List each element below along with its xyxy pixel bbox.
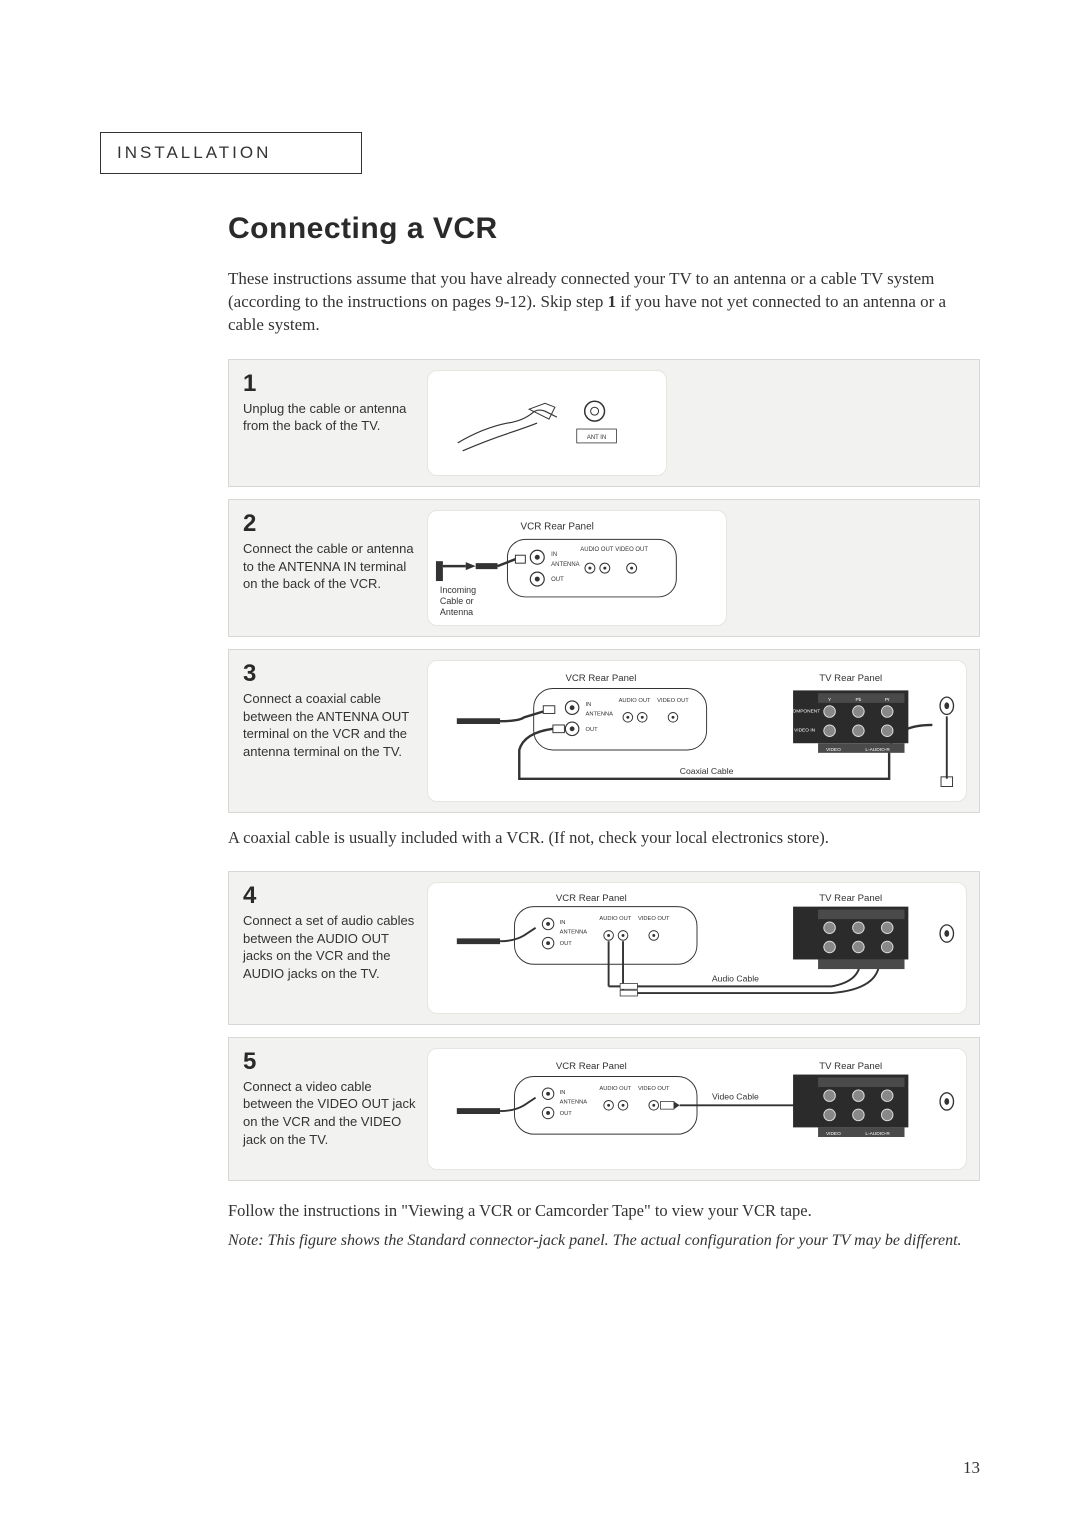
vcr-panel-label-4: VCR Rear Panel — [556, 893, 627, 904]
laudio-label: L-AUDIO-R — [865, 747, 890, 753]
video-out-4: VIDEO OUT — [638, 916, 670, 922]
step-2-box: 2 Connect the cable or antenna to the AN… — [228, 499, 980, 637]
step-1-num: 1 — [243, 370, 417, 398]
pb-label: Pb — [855, 697, 861, 703]
incoming-label-2: Cable or — [440, 596, 474, 606]
audio-out-4: AUDIO OUT — [599, 916, 631, 922]
video-out-3: VIDEO OUT — [657, 698, 689, 704]
step-4-diagram: VCR Rear Panel IN ANTENNA OUT AUDIO OUT … — [427, 882, 967, 1014]
tv-panel-label-4: TV Rear Panel — [819, 893, 882, 904]
step-3-body: Connect a coaxial cable between the ANTE… — [243, 690, 417, 760]
antenna-label-5: ANTENNA — [560, 1099, 588, 1105]
vcr-panel-label-3: VCR Rear Panel — [565, 673, 636, 684]
step-1-body: Unplug the cable or antenna from the bac… — [243, 400, 417, 435]
incoming-label-3: Antenna — [440, 607, 473, 617]
main-heading: Connecting a VCR — [228, 212, 980, 246]
antenna-label-3: ANTENNA — [586, 712, 614, 718]
vcr-panel-label-5: VCR Rear Panel — [556, 1061, 627, 1072]
page-number: 13 — [963, 1458, 980, 1478]
step-2-body: Connect the cable or antenna to the ANTE… — [243, 540, 417, 593]
step-4-body: Connect a set of audio cables between th… — [243, 912, 417, 982]
step-2-num: 2 — [243, 510, 417, 538]
closing-paragraph: Follow the instructions in "Viewing a VC… — [228, 1199, 980, 1222]
coax-caption: A coaxial cable is usually included with… — [228, 827, 980, 849]
antenna-label-4: ANTENNA — [560, 930, 588, 936]
step-4-box: 4 Connect a set of audio cables between … — [228, 871, 980, 1025]
video-out-label: VIDEO OUT — [615, 547, 648, 553]
pr-label: Pr — [885, 697, 890, 703]
note-paragraph: Note: This figure shows the Standard con… — [228, 1230, 980, 1252]
out-label-3: OUT — [586, 727, 599, 733]
intro-paragraph: These instructions assume that you have … — [228, 268, 980, 337]
audio-out-5: AUDIO OUT — [599, 1086, 631, 1092]
tv-panel-label-3: TV Rear Panel — [819, 673, 882, 684]
video-out-5: VIDEO OUT — [638, 1086, 670, 1092]
step-5-box: 5 Connect a video cable between the VIDE… — [228, 1037, 980, 1181]
step-3-num: 3 — [243, 660, 417, 688]
section-label-box: INSTALLATION — [100, 132, 362, 174]
step-3-text: 3 Connect a coaxial cable between the AN… — [243, 660, 427, 802]
section-label: INSTALLATION — [117, 143, 271, 162]
step-4-num: 4 — [243, 882, 417, 910]
step-4-text: 4 Connect a set of audio cables between … — [243, 882, 427, 1014]
step-3-box: 3 Connect a coaxial cable between the AN… — [228, 649, 980, 813]
in-label-4: IN — [560, 920, 566, 926]
audio-out-3: AUDIO OUT — [619, 698, 651, 704]
step-5-num: 5 — [243, 1048, 417, 1076]
step-1-text: 1 Unplug the cable or antenna from the b… — [243, 370, 427, 476]
in-label: IN — [551, 552, 557, 558]
coax-label: Coaxial Cable — [680, 766, 734, 776]
video-cable-label: Video Cable — [712, 1091, 759, 1101]
laudio-label-5: L-AUDIO-R — [865, 1131, 890, 1137]
step-1-diagram: ANT IN — [427, 370, 667, 476]
step-2-diagram: VCR Rear Panel IN ANTENNA OUT AUDIO OUT … — [427, 510, 727, 626]
in-label-5: IN — [560, 1090, 566, 1096]
ant-in-label: ANT IN — [587, 435, 606, 441]
audio-out-label: AUDIO OUT — [580, 547, 613, 553]
step-5-body: Connect a video cable between the VIDEO … — [243, 1078, 417, 1148]
out-label: OUT — [551, 577, 564, 583]
out-label-5: OUT — [560, 1111, 573, 1117]
component-label: COMPONENT — [789, 709, 820, 715]
antenna-label: ANTENNA — [551, 562, 579, 568]
incoming-label-1: Incoming — [440, 585, 476, 595]
audio-cable-label: Audio Cable — [712, 974, 759, 984]
vcr-panel-label-2: VCR Rear Panel — [520, 521, 593, 532]
video-label: VIDEO — [826, 747, 841, 753]
video-label-5: VIDEO — [826, 1131, 841, 1137]
step-5-diagram: VCR Rear Panel IN ANTENNA OUT AUDIO OUT … — [427, 1048, 967, 1170]
tv-panel-label-5: TV Rear Panel — [819, 1061, 882, 1072]
step-2-text: 2 Connect the cable or antenna to the AN… — [243, 510, 427, 626]
out-label-4: OUT — [560, 941, 573, 947]
intro-bold: 1 — [608, 292, 617, 311]
step-3-diagram: VCR Rear Panel IN ANTENNA OUT AUDIO OUT … — [427, 660, 967, 802]
step-1-box: 1 Unplug the cable or antenna from the b… — [228, 359, 980, 487]
in-label-3: IN — [586, 702, 592, 708]
video-in-label: VIDEO IN — [794, 728, 816, 734]
content-area: Connecting a VCR These instructions assu… — [228, 212, 980, 1252]
step-5-text: 5 Connect a video cable between the VIDE… — [243, 1048, 427, 1170]
